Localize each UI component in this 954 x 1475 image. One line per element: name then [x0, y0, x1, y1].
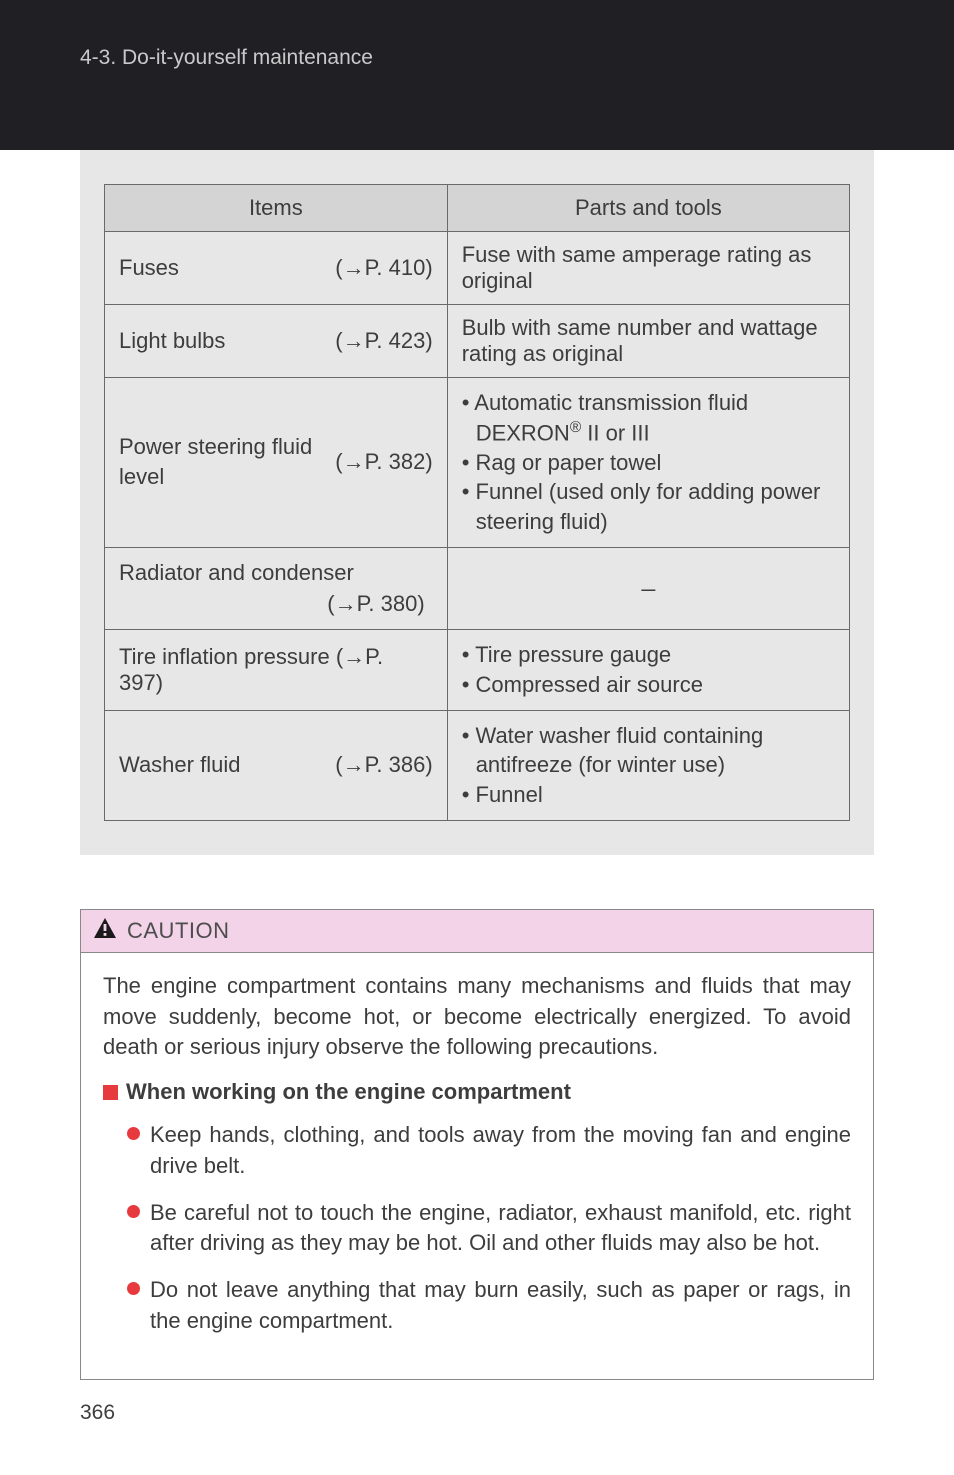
table-container: Items Parts and tools Fuses (→P. 410) Fu… [80, 150, 874, 855]
caution-label: CAUTION [127, 918, 230, 944]
table-row: Tire inflation pressure (→P. 397) • Tire… [105, 630, 850, 710]
page-number: 366 [80, 1401, 115, 1425]
parts-cell: • Tire pressure gauge • Compressed air s… [447, 630, 849, 710]
bullet-text: Keep hands, clothing, and tools away fro… [150, 1120, 851, 1182]
item-label: Washer fluid [119, 752, 240, 778]
item-cell: Light bulbs (→P. 423) [105, 305, 448, 378]
list-item: • Rag or paper towel [462, 448, 835, 478]
list-item: • Compressed air source [462, 670, 835, 700]
item-cell: Radiator and condenser (→P. 380) [105, 547, 448, 630]
caution-header: CAUTION [81, 910, 873, 953]
main-content: Items Parts and tools Fuses (→P. 410) Fu… [0, 150, 954, 1380]
list-item: • Water washer fluid containing antifree… [462, 721, 835, 780]
parts-cell: Fuse with same amperage rating as origin… [447, 232, 849, 305]
caution-body: The engine compartment contains many mec… [81, 953, 873, 1379]
caution-intro: The engine compartment contains many mec… [103, 971, 851, 1063]
parts-cell: Bulb with same number and wattage rating… [447, 305, 849, 378]
table-header-row: Items Parts and tools [105, 185, 850, 232]
bullet-text: Be careful not to touch the engine, radi… [150, 1198, 851, 1260]
maintenance-table: Items Parts and tools Fuses (→P. 410) Fu… [104, 184, 850, 821]
breadcrumb: 4-3. Do-it-yourself maintenance [80, 46, 954, 70]
header-parts: Parts and tools [447, 185, 849, 232]
table-row: Fuses (→P. 410) Fuse with same amperage … [105, 232, 850, 305]
item-ref: (→P. 382) [335, 449, 432, 475]
item-ref: (→P. 386) [335, 752, 432, 778]
item-label: Power steering fluidlevel [119, 432, 312, 494]
header-band: 4-3. Do-it-yourself maintenance [0, 0, 954, 150]
table-row: Radiator and condenser (→P. 380) ⎯ [105, 547, 850, 630]
item-label: Radiator and condenser [119, 560, 354, 585]
list-item: • Funnel (used only for adding power ste… [462, 477, 835, 536]
red-dot-icon [127, 1282, 140, 1295]
table-row: Light bulbs (→P. 423) Bulb with same num… [105, 305, 850, 378]
item-label: Fuses [119, 255, 179, 281]
warning-icon [93, 917, 117, 945]
item-label: Light bulbs [119, 328, 225, 354]
item-cell: Washer fluid (→P. 386) [105, 710, 448, 820]
caution-box: CAUTION The engine compartment contains … [80, 909, 874, 1380]
item-cell: Fuses (→P. 410) [105, 232, 448, 305]
item-ref: (→P. 423) [335, 328, 432, 354]
header-items: Items [105, 185, 448, 232]
red-dot-icon [127, 1205, 140, 1218]
caution-subhead: When working on the engine compartment [103, 1077, 851, 1108]
parts-cell: ⎯ [447, 547, 849, 630]
list-item: • Automatic transmission fluid DEXRON® I… [462, 388, 835, 448]
subhead-text: When working on the engine compartment [126, 1077, 571, 1108]
list-item: • Funnel [462, 780, 835, 810]
item-ref: (→P. 410) [335, 255, 432, 281]
item-cell: Power steering fluidlevel (→P. 382) [105, 378, 448, 548]
bullet-item: Do not leave anything that may burn easi… [127, 1275, 851, 1337]
bullet-item: Keep hands, clothing, and tools away fro… [127, 1120, 851, 1182]
red-square-icon [103, 1085, 118, 1100]
bullet-item: Be careful not to touch the engine, radi… [127, 1198, 851, 1260]
item-cell: Tire inflation pressure (→P. 397) [105, 630, 448, 710]
parts-cell: • Water washer fluid containing antifree… [447, 710, 849, 820]
table-row: Power steering fluidlevel (→P. 382) • Au… [105, 378, 850, 548]
bullet-text: Do not leave anything that may burn easi… [150, 1275, 851, 1337]
parts-cell: • Automatic transmission fluid DEXRON® I… [447, 378, 849, 548]
red-dot-icon [127, 1127, 140, 1140]
table-row: Washer fluid (→P. 386) • Water washer fl… [105, 710, 850, 820]
item-ref: (→P. 380) [119, 589, 433, 620]
list-item: • Tire pressure gauge [462, 640, 835, 670]
